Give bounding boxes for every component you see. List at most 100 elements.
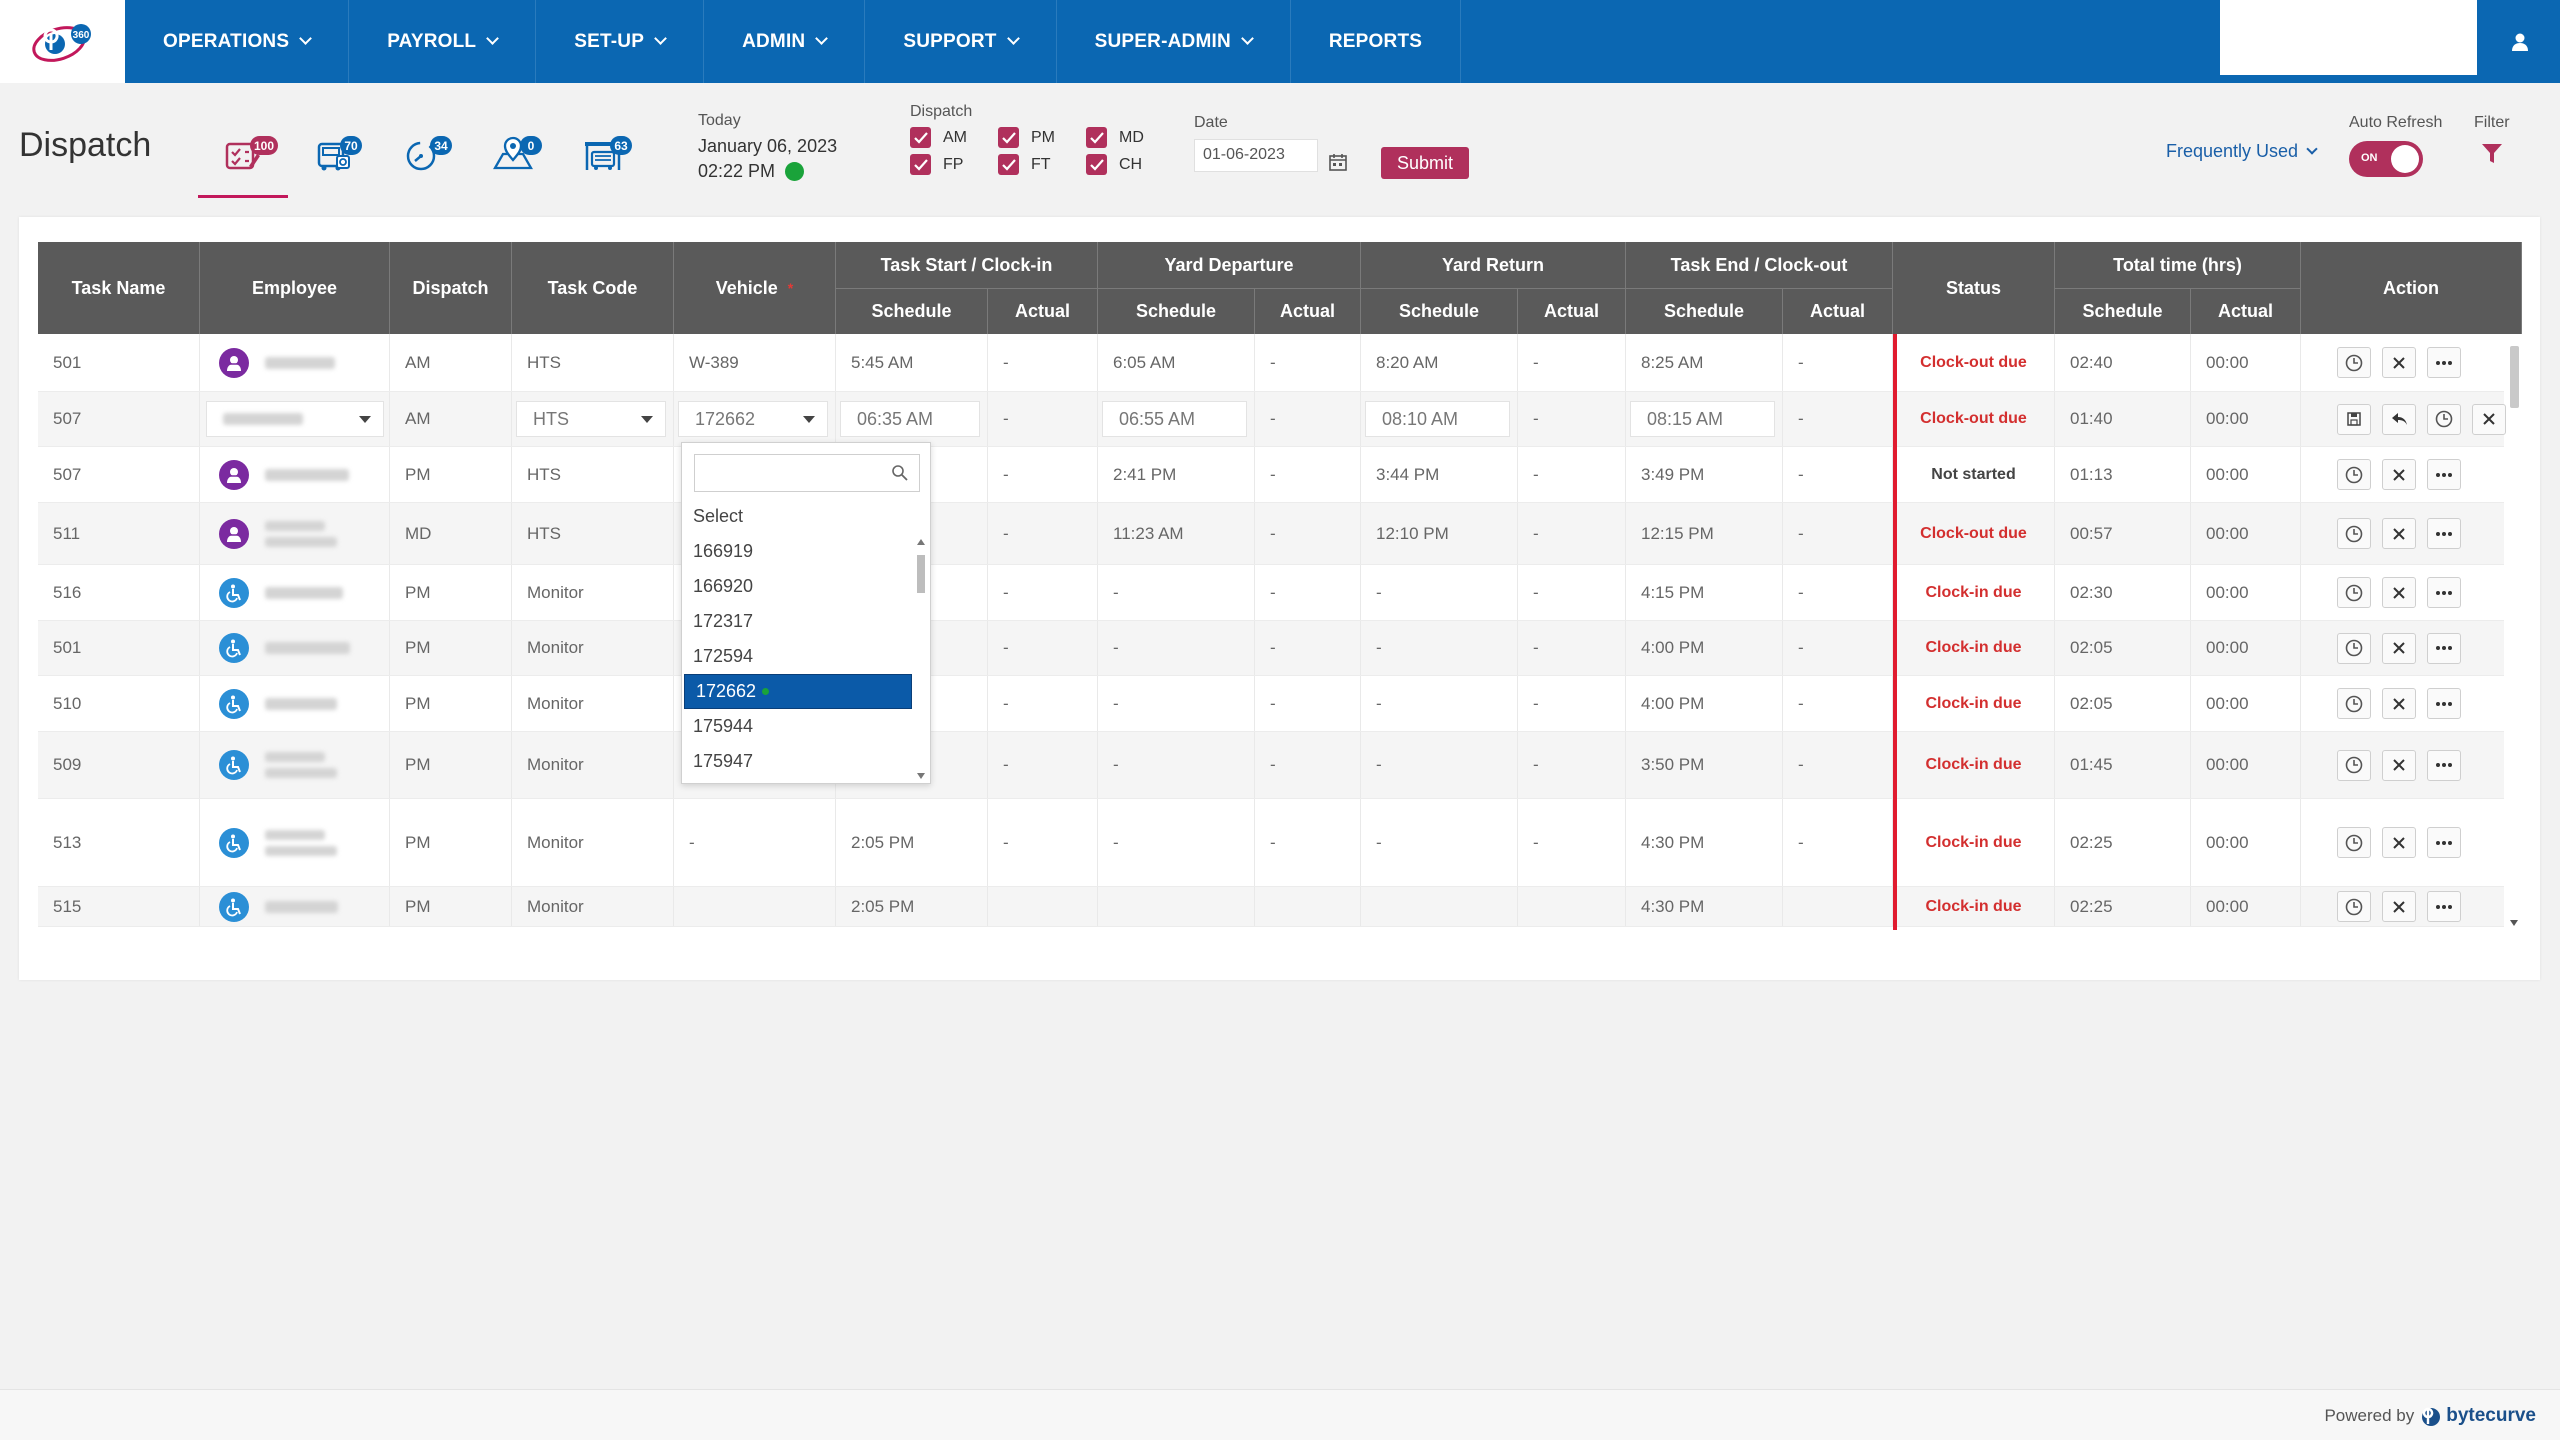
dispatch-checkbox-ch[interactable]: CH: [1086, 154, 1174, 175]
more-options-icon[interactable]: [2427, 518, 2461, 549]
more-options-icon[interactable]: [2427, 459, 2461, 490]
table-row[interactable]: 516 PM Monitor - - - - -4:15 PM - Clock-in due 02:…: [38, 565, 2504, 621]
nav-item-super-admin[interactable]: SUPER-ADMIN: [1057, 0, 1291, 83]
dispatch-checkbox-am[interactable]: AM: [910, 127, 998, 148]
table-row[interactable]: 507 AM HTS 172662 06:35 AM -06:55 AM -08:10 AM…: [38, 392, 2506, 447]
task-end-schedule-cell: 3:50 PM: [1626, 732, 1783, 798]
calendar-icon[interactable]: [1328, 152, 1348, 172]
vehicle-select[interactable]: 172662: [678, 401, 828, 437]
table-row[interactable]: 507 PM HTS -2:41 PM -3:44 PM -3:49 PM - Not sta…: [38, 447, 2504, 503]
clock-icon[interactable]: [2337, 518, 2371, 549]
clock-icon[interactable]: [2337, 347, 2371, 378]
nav-item-support[interactable]: SUPPORT: [865, 0, 1057, 83]
clock-icon[interactable]: [2337, 827, 2371, 858]
user-icon[interactable]: [2480, 0, 2560, 83]
table-row[interactable]: 509 PM Monitor - - - - -3:50 PM - Clock-in due 01:…: [38, 732, 2504, 799]
save-icon[interactable]: [2337, 403, 2371, 435]
task-code-select[interactable]: HTS: [516, 401, 666, 437]
table-row[interactable]: 510 PM Monitor - - - - -4:00 PM - Clock-in due 02:…: [38, 676, 2504, 732]
checkbox-checked-icon[interactable]: [910, 127, 931, 148]
close-icon[interactable]: [2382, 518, 2416, 549]
vehicle-option[interactable]: 172317: [682, 604, 914, 639]
table-row[interactable]: 515 PM Monitor 2:05 PM 4:30 PM Clock-in due 02…: [38, 887, 2504, 927]
nav-item-set-up[interactable]: SET-UP: [536, 0, 705, 83]
clock-icon[interactable]: [2337, 688, 2371, 719]
bus-tab[interactable]: 70: [288, 130, 378, 198]
nav-item-reports[interactable]: REPORTS: [1291, 0, 1462, 83]
close-icon[interactable]: [2382, 749, 2416, 781]
date-input[interactable]: 01-06-2023: [1194, 139, 1318, 172]
close-icon[interactable]: [2472, 403, 2506, 435]
task-list-tab[interactable]: 100: [198, 130, 288, 198]
vehicle-option[interactable]: 175947: [682, 744, 914, 779]
vehicle-search-input[interactable]: [694, 454, 920, 492]
more-options-icon[interactable]: [2427, 632, 2461, 664]
table-row[interactable]: 511 MD HTS -11:23 AM -12:10 PM -12:15 PM - Cloc…: [38, 503, 2504, 565]
vehicle-option[interactable]: 172594: [682, 639, 914, 674]
timer-tab[interactable]: 34: [378, 130, 468, 198]
location-tab[interactable]: 0: [468, 130, 558, 198]
nav-item-payroll[interactable]: PAYROLL: [349, 0, 537, 83]
scroll-down-icon[interactable]: [2510, 920, 2518, 926]
employee-select[interactable]: [206, 401, 384, 437]
table-scrollbar[interactable]: [2507, 334, 2521, 930]
checkbox-checked-icon[interactable]: [998, 127, 1019, 148]
dispatch-checkbox-pm[interactable]: PM: [998, 127, 1086, 148]
time-input-start[interactable]: 06:35 AM: [840, 401, 980, 437]
clock-icon[interactable]: [2427, 403, 2461, 435]
more-options-icon[interactable]: [2427, 577, 2461, 608]
vehicle-option[interactable]: 172662: [684, 674, 912, 709]
clock-icon[interactable]: [2337, 459, 2371, 490]
frequently-used-dropdown[interactable]: Frequently Used: [2166, 141, 2318, 162]
vehicle-option[interactable]: 175944: [682, 709, 914, 744]
checkbox-checked-icon[interactable]: [998, 154, 1019, 175]
yard-departure-schedule-cell: [1098, 887, 1255, 926]
checkbox-checked-icon[interactable]: [1086, 154, 1107, 175]
scroll-down-icon[interactable]: [917, 773, 925, 779]
submit-button[interactable]: Submit: [1381, 147, 1469, 179]
filter-control[interactable]: Filter: [2474, 114, 2510, 171]
checkbox-checked-icon[interactable]: [1086, 127, 1107, 148]
dispatch-checkbox-md[interactable]: MD: [1086, 127, 1174, 148]
nav-item-admin[interactable]: ADMIN: [704, 0, 866, 83]
nav-item-operations[interactable]: OPERATIONS: [125, 0, 350, 83]
more-options-icon[interactable]: [2427, 749, 2461, 781]
table-row[interactable]: 501 PM Monitor - - - - -4:00 PM - Clock-in due 02:…: [38, 621, 2504, 676]
time-input-yret[interactable]: 08:10 AM: [1365, 401, 1510, 437]
scrollbar-thumb[interactable]: [2510, 346, 2519, 408]
vehicle-option-placeholder[interactable]: Select: [682, 499, 914, 534]
clock-icon[interactable]: [2337, 749, 2371, 781]
dropdown-scrollbar-thumb[interactable]: [917, 555, 925, 593]
time-input-ydep[interactable]: 06:55 AM: [1102, 401, 1247, 437]
close-icon[interactable]: [2382, 577, 2416, 608]
dropdown-scrollbar[interactable]: [915, 539, 927, 781]
dispatch-checkbox-ft[interactable]: FT: [998, 154, 1086, 175]
more-options-icon[interactable]: [2427, 827, 2461, 858]
time-input-end[interactable]: 08:15 AM: [1630, 401, 1775, 437]
more-options-icon[interactable]: [2427, 688, 2461, 719]
clock-icon[interactable]: [2337, 891, 2371, 922]
close-icon[interactable]: [2382, 632, 2416, 664]
close-icon[interactable]: [2382, 891, 2416, 922]
undo-icon[interactable]: [2382, 403, 2416, 435]
app-logo[interactable]: 360: [0, 0, 125, 83]
filter-icon[interactable]: [2481, 142, 2503, 166]
garage-tab[interactable]: 63: [558, 130, 648, 198]
close-icon[interactable]: [2382, 688, 2416, 719]
auto-refresh-toggle[interactable]: ON: [2349, 141, 2423, 177]
table-row[interactable]: 513 PM Monitor -2:05 PM - - - - -4:30 PM - Clock-i…: [38, 799, 2504, 887]
dispatch-checkbox-fp[interactable]: FP: [910, 154, 998, 175]
close-icon[interactable]: [2382, 347, 2416, 378]
more-options-icon[interactable]: [2427, 891, 2461, 922]
vehicle-option[interactable]: 166919: [682, 534, 914, 569]
clock-icon[interactable]: [2337, 577, 2371, 608]
close-icon[interactable]: [2382, 827, 2416, 858]
close-icon[interactable]: [2382, 459, 2416, 490]
more-options-icon[interactable]: [2427, 347, 2461, 378]
clock-icon[interactable]: [2337, 632, 2371, 664]
checkbox-checked-icon[interactable]: [910, 154, 931, 175]
scroll-up-icon[interactable]: [917, 539, 925, 545]
vehicle-option[interactable]: 166920: [682, 569, 914, 604]
vehicle-dropdown-panel[interactable]: Select 166919 166920 172317 172594 172662 1759…: [681, 442, 931, 784]
table-row[interactable]: 501 AM HTS W-389 5:45 AM -6:05 AM -8:20 AM -8:2…: [38, 334, 2504, 392]
